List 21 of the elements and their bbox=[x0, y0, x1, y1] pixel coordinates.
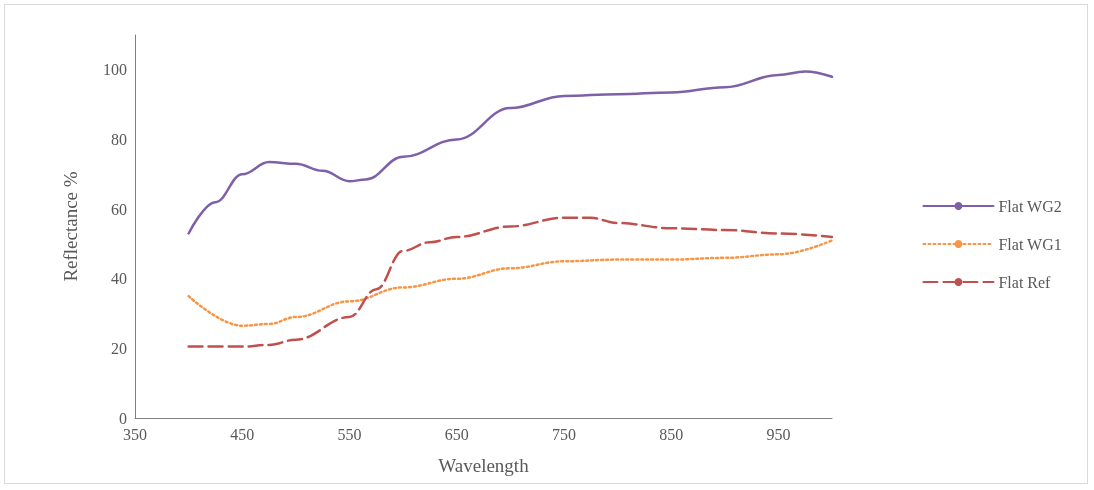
legend-label: Flat WG2 bbox=[998, 197, 1062, 215]
x-tick-label: 550 bbox=[337, 425, 362, 443]
y-tick-label: 40 bbox=[111, 270, 127, 288]
x-tick-label: 850 bbox=[659, 425, 684, 443]
x-tick-label: 950 bbox=[766, 425, 791, 443]
line-series bbox=[187, 216, 834, 348]
y-axis-title: Reflectance % bbox=[60, 171, 81, 282]
line-series bbox=[187, 70, 834, 235]
line-series bbox=[187, 239, 834, 327]
y-tick-label: 0 bbox=[119, 409, 127, 427]
y-tick-label: 100 bbox=[103, 61, 127, 79]
x-tick-label: 450 bbox=[230, 425, 255, 443]
legend-label: Flat Ref bbox=[998, 273, 1052, 291]
y-tick-label: 60 bbox=[111, 200, 127, 218]
x-tick-label: 350 bbox=[123, 425, 147, 443]
x-axis-title: Wavelength bbox=[438, 455, 530, 476]
x-tick-label: 650 bbox=[444, 425, 469, 443]
legend-label: Flat WG1 bbox=[998, 235, 1062, 253]
x-tick-label: 750 bbox=[551, 425, 576, 443]
y-tick-label: 20 bbox=[111, 339, 127, 357]
y-tick-label: 80 bbox=[111, 130, 127, 148]
